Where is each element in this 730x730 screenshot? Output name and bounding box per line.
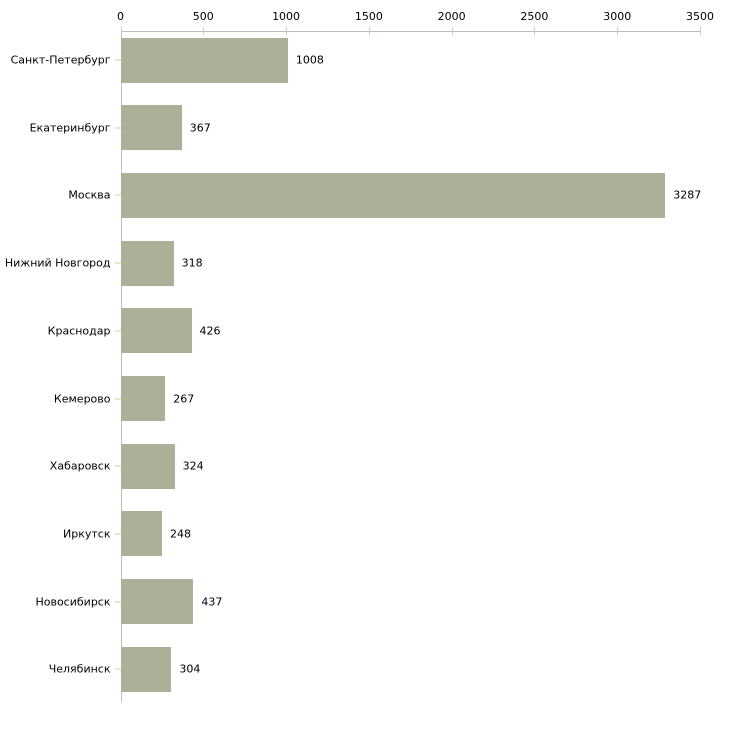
value-label: 318 [181,256,203,270]
bar[interactable] [121,105,182,151]
category-label: Челябинск [48,662,111,676]
value-label: 3287 [673,188,702,202]
y-tick-mark [114,668,121,670]
value-label: 304 [179,662,201,676]
y-tick-mark [114,601,121,603]
bar[interactable] [121,240,174,286]
bar[interactable] [121,579,194,625]
bar[interactable] [121,308,192,354]
y-tick-mark [114,533,121,535]
category-label: Новосибирск [35,595,111,609]
x-tick-label: 500 [192,10,214,23]
bar[interactable] [121,37,288,83]
category-label: Хабаровск [49,459,111,473]
x-tick-mark [286,26,288,35]
y-tick-mark [114,127,121,129]
bar[interactable] [121,443,175,489]
value-label: 426 [199,324,221,338]
y-tick-mark [114,330,121,332]
bar[interactable] [121,376,166,421]
x-tick-label: 0 [117,10,124,23]
y-tick-mark [114,398,121,399]
value-label: 324 [182,459,204,473]
y-tick-mark [114,194,121,196]
value-label: 1008 [295,53,324,67]
x-tick-label: 3000 [603,10,632,23]
x-tick-label: 1500 [354,10,383,23]
value-label: 267 [173,392,195,405]
x-tick-label: 2000 [437,10,466,23]
bar[interactable] [121,172,666,218]
value-label: 437 [201,595,223,609]
y-tick-mark [114,465,121,467]
bar[interactable] [121,511,163,557]
x-tick-label: 2500 [520,10,549,23]
category-label: Иркутск [63,527,111,541]
category-label: Краснодар [47,324,111,338]
category-label: Москва [68,188,111,202]
x-tick-label: 3500 [686,10,714,23]
category-label: Санкт-Петербург [10,53,111,67]
x-tick-mark [451,26,453,35]
y-tick-mark [114,262,121,264]
y-axis-line [120,30,122,702]
x-axis-line [120,30,700,32]
category-label: Кемерово [53,392,111,405]
category-label: Екатеринбург [29,121,111,135]
bar[interactable] [121,646,172,692]
x-tick-mark [700,26,701,35]
value-label: 367 [189,121,211,135]
x-tick-mark [203,26,205,35]
y-tick-mark [114,59,121,61]
x-tick-label: 1000 [272,10,301,23]
x-tick-mark [617,26,619,35]
value-label: 248 [170,527,192,541]
category-label: Нижний Новгород [4,256,111,270]
x-tick-mark [534,26,536,35]
x-tick-mark [368,26,370,35]
